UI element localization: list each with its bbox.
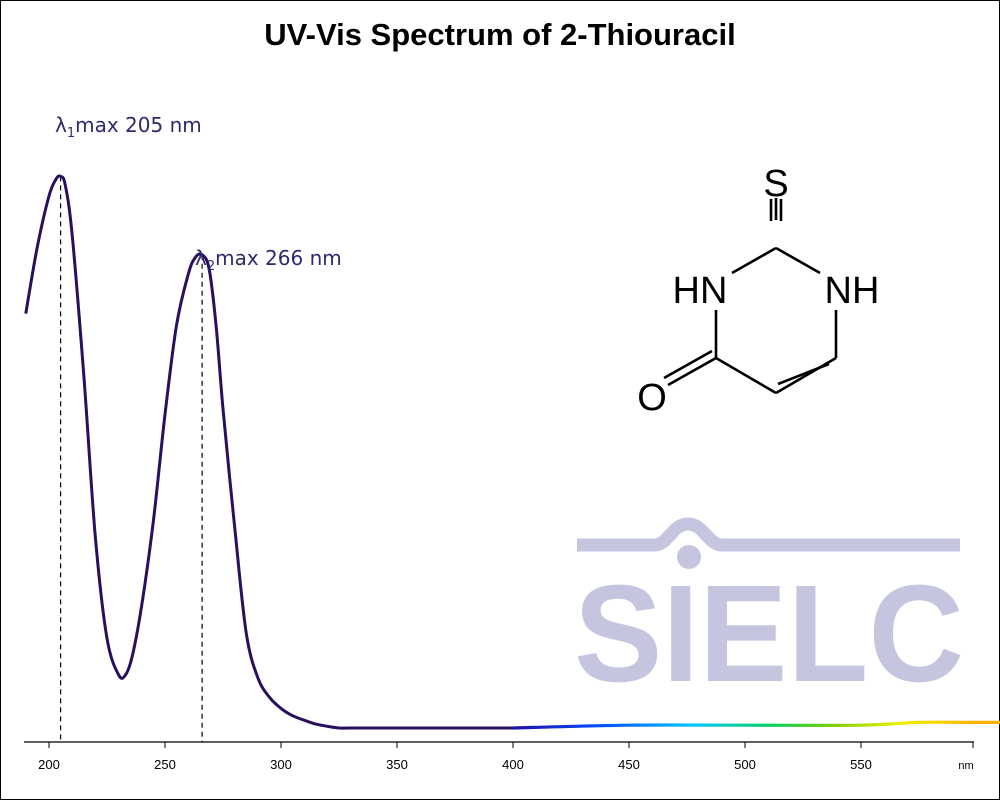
- x-tick-label: 250: [154, 757, 176, 772]
- spectrum-line-uv: [24, 174, 514, 730]
- x-tick-label: 400: [502, 757, 524, 772]
- spectrum-line-visible: [512, 720, 1000, 730]
- x-axis-ticks: 200 250 300 350 400 450 500 550: [38, 742, 974, 772]
- x-tick-label: 200: [38, 757, 60, 772]
- peak-labels: λ1max 205 nm λ2max 266 nm: [55, 113, 342, 274]
- logo-dot: [677, 545, 701, 569]
- x-tick-label: 350: [386, 757, 408, 772]
- atom-hn: HN: [673, 270, 728, 312]
- x-tick-label: 450: [618, 757, 640, 772]
- peak-label-1: λ1max 205 nm: [55, 113, 202, 141]
- logo-arch: [577, 517, 960, 552]
- logo-text: SIELC: [574, 557, 964, 711]
- sielc-logo: SIELC: [574, 517, 964, 711]
- x-tick-label: 550: [850, 757, 872, 772]
- atom-o: O: [637, 377, 667, 419]
- x-axis-unit: nm: [958, 760, 973, 772]
- chart-title: UV-Vis Spectrum of 2-Thiouracil: [264, 17, 735, 52]
- peak-label-2: λ2max 266 nm: [195, 246, 342, 274]
- atom-s: S: [763, 163, 788, 205]
- peak-guide-lines: [59, 176, 203, 742]
- spectrum-series: [24, 174, 1000, 730]
- molecule-structure: [663, 198, 838, 395]
- atom-nh: NH: [825, 270, 880, 312]
- x-tick-label: 500: [734, 757, 756, 772]
- x-tick-label: 300: [270, 757, 292, 772]
- molecule-atom-labels: S HN NH O: [637, 163, 879, 419]
